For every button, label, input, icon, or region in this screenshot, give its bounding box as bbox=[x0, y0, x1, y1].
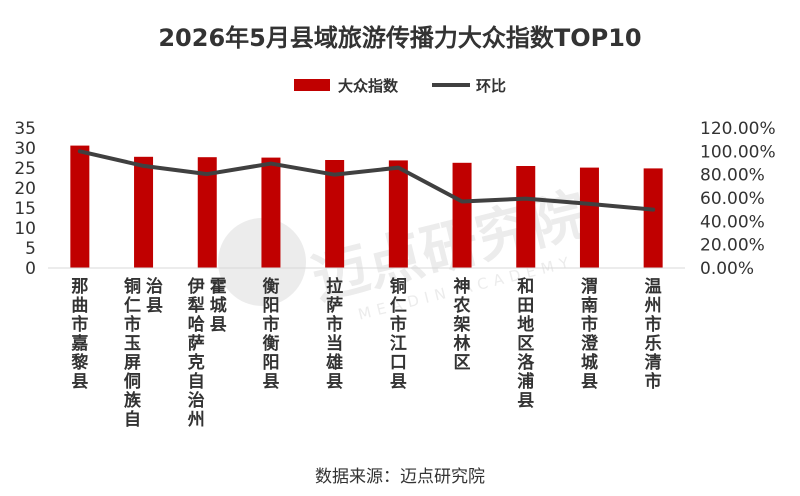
y-left-tick-label: 20 bbox=[14, 179, 36, 199]
y-left-tick-label: 25 bbox=[14, 159, 36, 179]
bar-series bbox=[70, 145, 663, 268]
y-right-tick-label: 60.00% bbox=[700, 189, 765, 209]
bar bbox=[579, 167, 599, 268]
y-left-tick-label: 15 bbox=[14, 199, 36, 219]
category-label: 治县 bbox=[146, 276, 163, 316]
bar bbox=[452, 162, 472, 268]
category-label: 神农架林区 bbox=[453, 276, 471, 373]
category-label: 拉萨市当雄县 bbox=[325, 276, 343, 392]
y-left-tick-label: 35 bbox=[14, 119, 36, 139]
y-right-tick-label: 120.00% bbox=[700, 119, 776, 139]
bar bbox=[325, 160, 345, 268]
y-axis-right: 0.00% 20.00% 40.00% 60.00% 80.00% 100.00% 120.… bbox=[700, 119, 776, 279]
bar bbox=[70, 145, 90, 268]
bar bbox=[134, 156, 154, 268]
bar bbox=[388, 160, 408, 268]
y-left-tick-label: 30 bbox=[14, 139, 36, 159]
legend-label-bar: 大众指数 bbox=[338, 77, 399, 95]
y-right-tick-label: 100.00% bbox=[700, 142, 776, 162]
category-label: 铜仁市江口县 bbox=[390, 276, 407, 392]
y-right-tick-label: 0.00% bbox=[700, 259, 754, 279]
y-right-tick-label: 20.00% bbox=[700, 236, 765, 256]
bar bbox=[643, 168, 663, 268]
bar bbox=[516, 166, 536, 268]
y-left-tick-label: 0 bbox=[25, 259, 36, 279]
legend-label-line: 环比 bbox=[476, 77, 506, 95]
line-path bbox=[77, 149, 656, 212]
category-label: 渭南市澄城县 bbox=[581, 277, 599, 392]
y-right-tick-label: 80.00% bbox=[700, 166, 765, 186]
category-label: 和田地区洛浦县 bbox=[517, 277, 535, 411]
source-note: 数据来源：迈点研究院 bbox=[315, 467, 485, 487]
category-label: 衡阳市衡阳县 bbox=[262, 276, 279, 392]
category-label: 温州市乐清市 bbox=[644, 277, 662, 392]
line-series bbox=[77, 149, 656, 212]
category-label: 铜仁市玉屏侗族自 bbox=[123, 276, 142, 430]
y-right-tick-label: 40.00% bbox=[700, 212, 765, 232]
bar bbox=[197, 157, 217, 268]
legend-swatch-bar bbox=[294, 79, 330, 91]
category-label: 那曲市嘉黎县 bbox=[70, 277, 88, 392]
y-left-tick-label: 10 bbox=[14, 219, 36, 239]
chart-title: 2026年5月县域旅游传播力大众指数TOP10 bbox=[158, 24, 641, 52]
category-label: 伊犁哈萨克自治州 bbox=[187, 276, 205, 430]
legend: 大众指数 环比 bbox=[294, 77, 506, 95]
category-label: 霍城县 bbox=[210, 277, 227, 335]
y-left-tick-label: 5 bbox=[25, 239, 36, 259]
bar bbox=[261, 157, 281, 268]
